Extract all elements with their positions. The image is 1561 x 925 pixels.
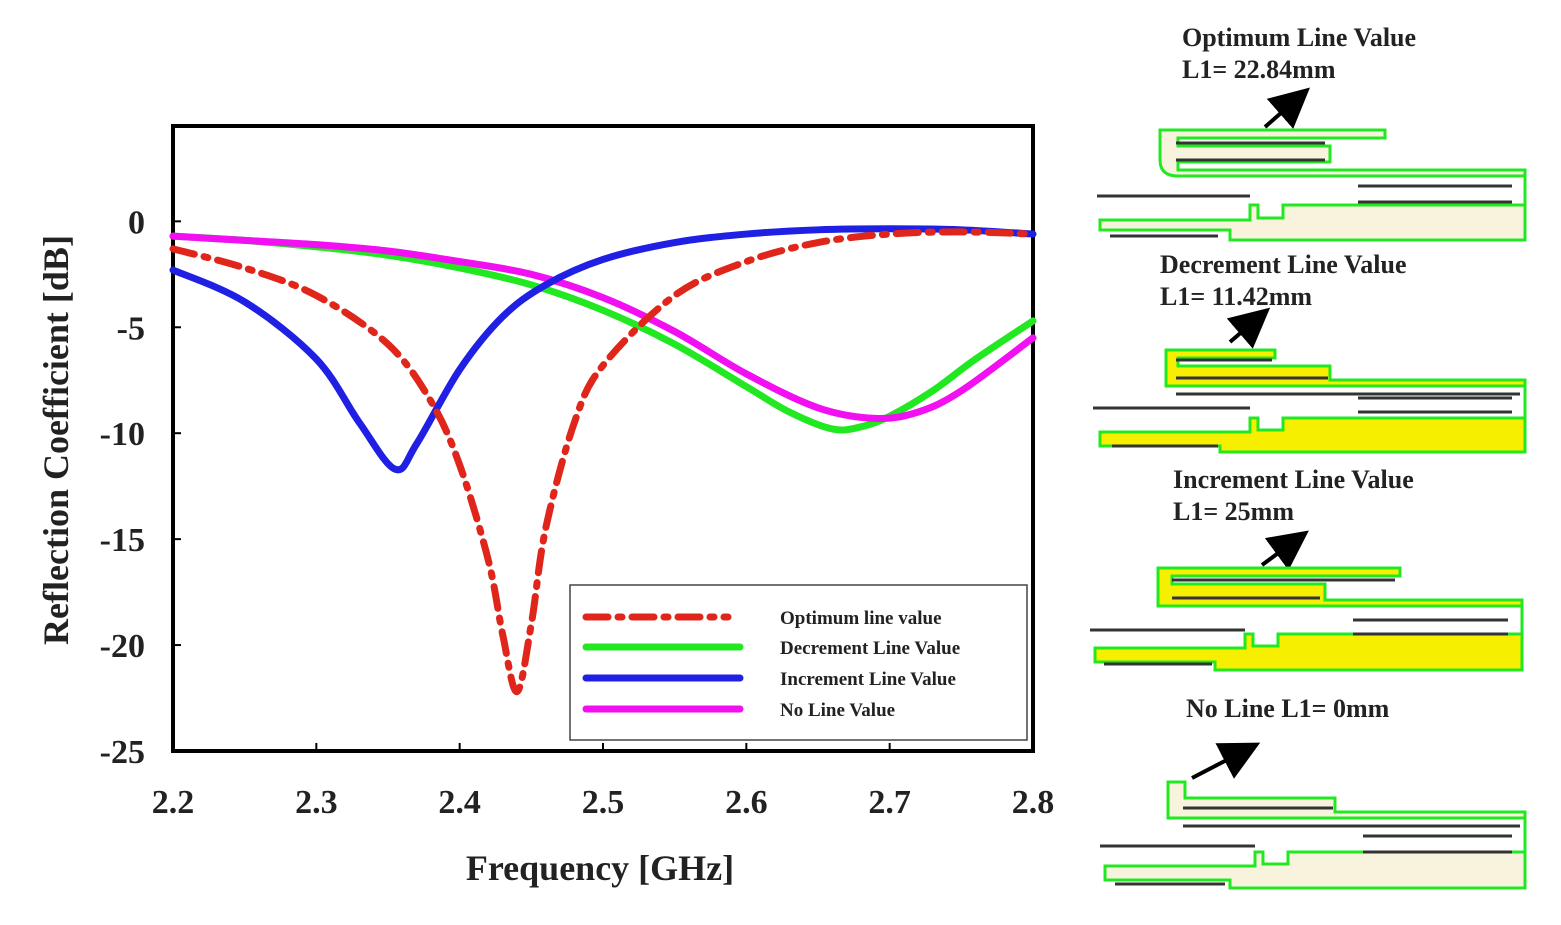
panel-title-optimum: Optimum Line Value <box>1182 23 1416 52</box>
antenna-trace-decrement <box>1098 348 1527 454</box>
panel-value-decrement: L1= 11.42mm <box>1160 282 1312 311</box>
y-tick-label: 0 <box>128 204 145 241</box>
legend-label-optimum: Optimum line value <box>780 608 942 629</box>
antenna-outer-line-noline <box>1100 806 1520 886</box>
series-noline <box>169 232 1037 422</box>
y-tick-label: -25 <box>100 734 145 771</box>
series-optimum <box>169 228 1037 696</box>
antenna-panel-noline: No Line L1= 0mm <box>1100 694 1527 890</box>
x-tick-label: 2.5 <box>582 784 625 821</box>
y-ticks: 0 -5 -10 -15 -20 -25 <box>100 204 181 771</box>
antenna-outer-line-increment <box>1090 578 1508 666</box>
series-increment <box>169 225 1037 474</box>
y-tick-label: -15 <box>100 522 145 559</box>
panel-value-optimum: L1= 22.84mm <box>1182 55 1336 84</box>
panel-title-increment: Increment Line Value <box>1173 465 1414 494</box>
arrow-increment <box>1260 530 1309 571</box>
series-group <box>169 225 1037 696</box>
legend-label-decrement: Decrement Line Value <box>780 638 960 659</box>
antenna-outer-line-optimum <box>1097 141 1512 238</box>
x-tick-label: 2.2 <box>152 784 195 821</box>
y-axis-title: Reflection Coefficient [dB] <box>36 235 76 645</box>
antenna-panel-optimum: Optimum Line Value L1= 22.84mm <box>1097 23 1527 242</box>
antenna-outer-line-decrement <box>1093 358 1520 448</box>
antenna-panel-decrement: Decrement Line Value L1= 11.42mm <box>1093 250 1527 454</box>
panel-title-decrement: Decrement Line Value <box>1160 250 1407 279</box>
x-tick-label: 2.4 <box>438 784 481 821</box>
y-tick-label: -5 <box>117 310 145 347</box>
arrow-noline <box>1191 742 1261 780</box>
panel-title-noline: No Line L1= 0mm <box>1186 694 1390 723</box>
legend-label-increment: Increment Line Value <box>780 669 956 690</box>
x-tick-label: 2.8 <box>1012 784 1055 821</box>
panel-value-increment: L1= 25mm <box>1173 497 1294 526</box>
y-tick-label: -10 <box>100 416 145 453</box>
antenna-panel-increment: Increment Line Value L1= 25mm <box>1090 465 1524 672</box>
legend-box <box>569 584 1028 741</box>
arrow-optimum <box>1263 87 1311 129</box>
legend: Optimum line value Decrement Line Value … <box>569 584 1028 741</box>
x-tick-label: 2.7 <box>868 784 911 821</box>
x-ticks: 2.2 2.3 2.4 2.5 2.6 2.7 2.8 <box>152 743 1055 821</box>
x-tick-label: 2.3 <box>295 784 338 821</box>
arrow-decrement <box>1226 307 1271 349</box>
legend-label-noline: No Line Value <box>780 700 895 721</box>
x-axis-title: Frequency [GHz] <box>466 848 734 888</box>
y-tick-label: -20 <box>100 628 145 665</box>
x-tick-label: 2.6 <box>725 784 768 821</box>
antenna-trace-optimum <box>1098 128 1527 242</box>
